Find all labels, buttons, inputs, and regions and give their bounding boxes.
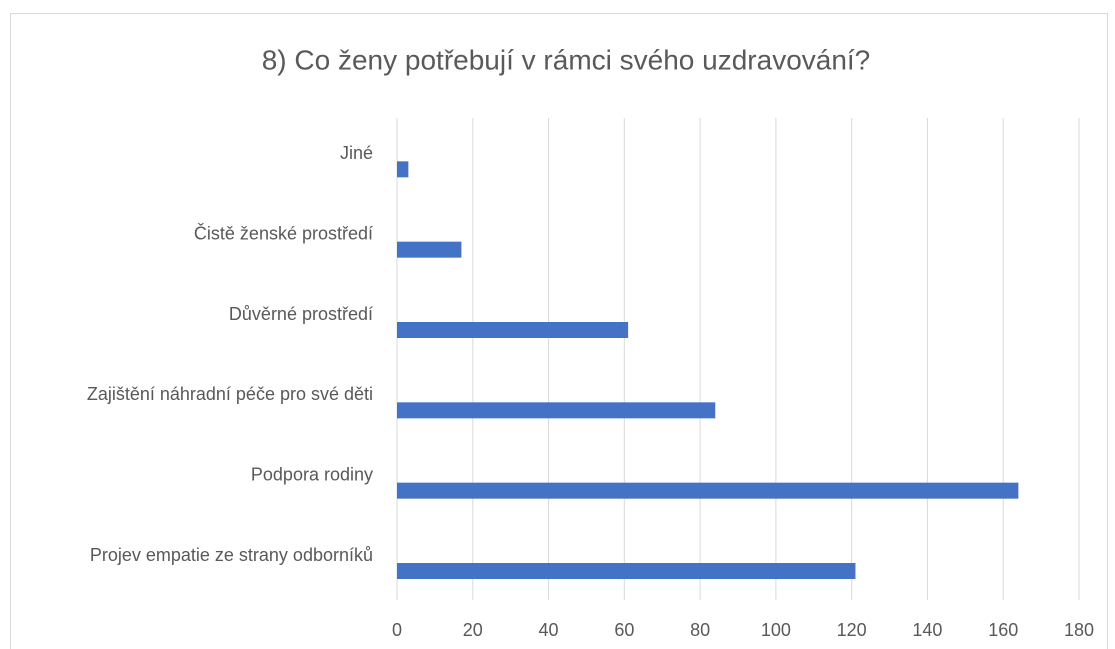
y-tick-label: Zajištění náhradní péče pro své děti — [87, 384, 373, 404]
x-tick-label: 60 — [614, 620, 634, 640]
x-tick-label: 100 — [761, 620, 791, 640]
chart-title: 8) Co ženy potřebují v rámci svého uzdra… — [262, 44, 871, 75]
x-tick-label: 40 — [539, 620, 559, 640]
y-tick-label: Projev empatie ze strany odborníků — [90, 545, 373, 565]
y-tick-label: Podpora rodiny — [251, 464, 373, 484]
bar — [397, 402, 716, 419]
x-tick-label: 0 — [392, 620, 402, 640]
x-tick-label: 80 — [690, 620, 710, 640]
bar — [397, 563, 856, 579]
x-tick-label: 120 — [837, 620, 867, 640]
y-tick-label: Jiné — [340, 143, 373, 163]
bar — [397, 322, 629, 338]
bar — [397, 161, 409, 178]
y-tick-label: Čistě ženské prostředí — [194, 222, 373, 243]
bar — [397, 241, 462, 258]
x-tick-label: 160 — [988, 620, 1018, 640]
x-tick-label: 140 — [912, 620, 942, 640]
bar — [397, 482, 1019, 499]
x-tick-label: 20 — [463, 620, 483, 640]
x-tick-label: 180 — [1064, 620, 1094, 640]
y-tick-label: Důvěrné prostředí — [229, 304, 373, 324]
